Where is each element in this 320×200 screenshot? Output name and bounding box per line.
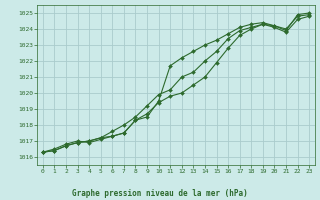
Text: Graphe pression niveau de la mer (hPa): Graphe pression niveau de la mer (hPa) — [72, 189, 248, 198]
